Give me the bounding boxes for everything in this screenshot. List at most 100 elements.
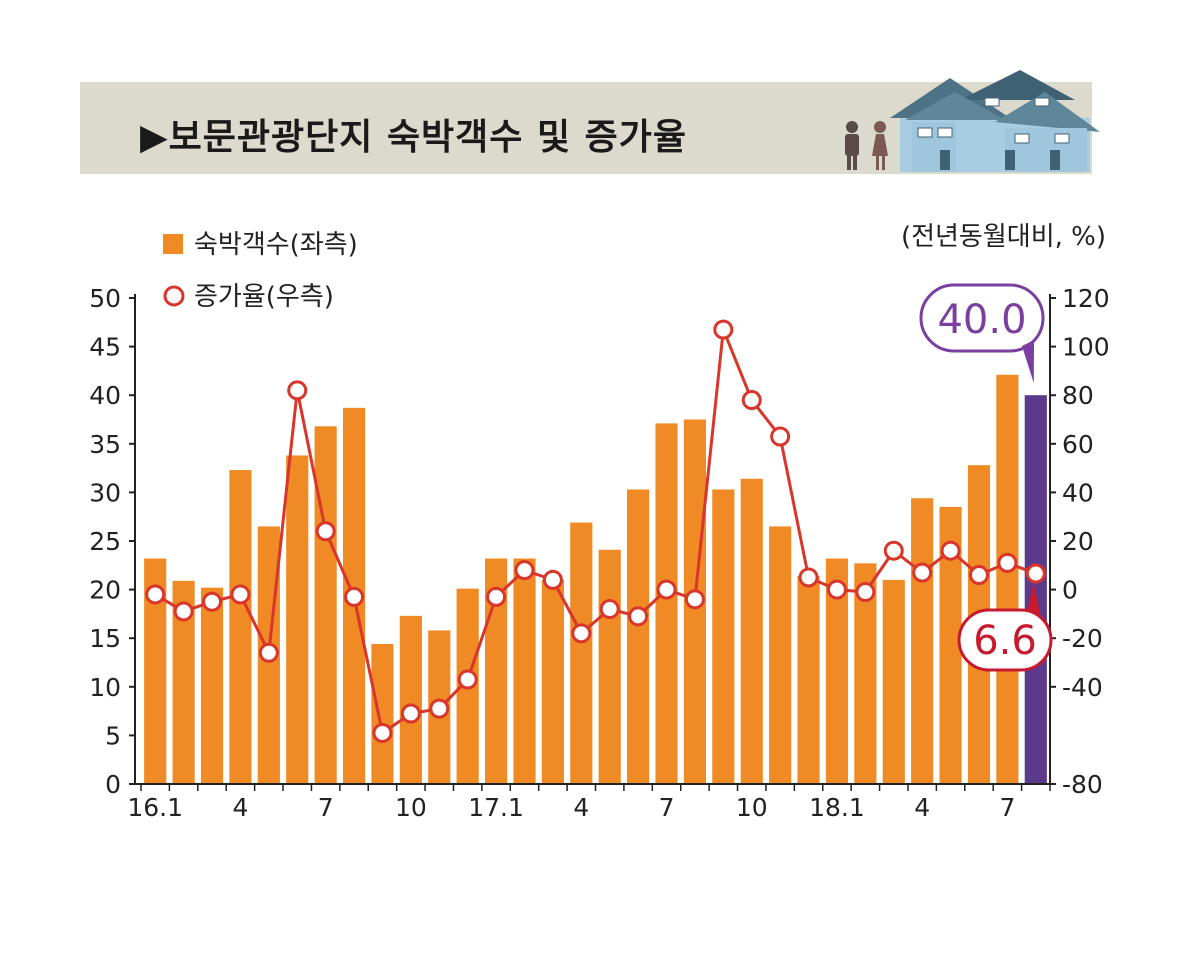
x-tick-label: 7 (318, 793, 334, 822)
growth-point (628, 606, 649, 627)
growth-point (429, 698, 450, 719)
bar (825, 558, 849, 784)
growth-point (741, 390, 762, 411)
right-tick-label: 0 (1062, 576, 1078, 605)
right-tick-label: -80 (1062, 770, 1103, 799)
growth-value-callout-text: 6.6 (973, 618, 1037, 664)
growth-point (826, 579, 847, 600)
growth-point (798, 567, 819, 588)
legend-bar-swatch (163, 234, 183, 254)
left-tick-label: 45 (89, 333, 121, 362)
legend-line-label: 증가율(우측) (194, 282, 334, 312)
right-tick-label: 40 (1062, 478, 1094, 507)
growth-point (542, 569, 563, 590)
growth-point (145, 584, 166, 605)
growth-point (713, 319, 734, 340)
growth-point (230, 584, 251, 605)
bar (740, 478, 763, 784)
growth-point (344, 586, 365, 607)
x-tick-label: 17.1 (468, 793, 524, 822)
growth-point (173, 601, 194, 622)
growth-point (457, 669, 478, 690)
bar (854, 563, 877, 784)
right-tick-label: 120 (1062, 284, 1110, 313)
bar (144, 558, 167, 784)
left-tick-label: 35 (89, 430, 121, 459)
bar (200, 587, 224, 784)
right-tick-label: -40 (1062, 673, 1103, 702)
bar (229, 470, 252, 784)
growth-point (514, 560, 535, 581)
houses-illustration (890, 70, 1100, 172)
growth-point (883, 540, 904, 561)
left-tick-label: 15 (89, 624, 121, 653)
x-tick-label: 7 (999, 793, 1015, 822)
callouts: 40.0 6.6 (919, 283, 1053, 672)
growth-value-callout-box (957, 608, 1053, 672)
x-tick-label: 4 (573, 793, 589, 822)
bar (1024, 395, 1047, 784)
left-tick-label: 10 (89, 673, 121, 702)
legend: 숙박객수(좌측) 증가율(우측) (163, 230, 358, 312)
growth-value-callout-pointer (1027, 582, 1041, 618)
growth-point (1025, 563, 1046, 584)
growth-point (968, 565, 989, 586)
left-tick-label: 20 (89, 576, 121, 605)
legend-line-marker (163, 285, 185, 307)
x-tick-label: 10 (736, 793, 768, 822)
left-tick-label: 5 (105, 721, 121, 750)
bar (286, 455, 309, 784)
growth-point (940, 540, 961, 561)
legend-bar-label: 숙박객수(좌측) (194, 230, 358, 260)
x-tick-label: 4 (914, 793, 930, 822)
bar (541, 579, 564, 784)
growth-point (258, 642, 279, 663)
bar (911, 498, 934, 784)
growth-point (770, 426, 791, 447)
growth-point (997, 552, 1018, 573)
right-tick-label: -20 (1062, 624, 1103, 653)
growth-point (855, 582, 876, 603)
bar (712, 489, 735, 784)
x-tick-label: 4 (232, 793, 248, 822)
line-series (145, 319, 1046, 743)
growth-point (684, 589, 705, 610)
bar-value-callout-text: 40.0 (937, 297, 1026, 343)
right-tick-label: 20 (1062, 527, 1094, 556)
bar (769, 526, 792, 784)
left-tick-label: 25 (89, 527, 121, 556)
growth-point (656, 579, 677, 600)
bar (655, 423, 678, 784)
x-tick-label: 16.1 (127, 793, 183, 822)
right-tick-label: 80 (1062, 381, 1094, 410)
bar-series (144, 374, 1047, 784)
bar (939, 506, 962, 784)
unit-note: (전년동월대비, %) (901, 222, 1106, 252)
left-tick-label: 0 (105, 770, 121, 799)
bar-value-callout-box (919, 283, 1045, 353)
people-illustration (845, 121, 888, 170)
bar (314, 426, 337, 784)
bar (797, 575, 820, 784)
left-tick-label: 50 (89, 284, 121, 313)
growth-point (571, 623, 592, 644)
growth-point (372, 722, 393, 743)
bar (627, 489, 650, 784)
x-tick-label: 7 (659, 793, 675, 822)
bar (371, 644, 394, 784)
bar (996, 374, 1019, 784)
chart-title: ▶보문관광단지 숙박객수 및 증가율 (140, 117, 687, 158)
left-tick-label: 40 (89, 381, 121, 410)
growth-point (202, 591, 223, 612)
bar (172, 580, 195, 784)
growth-point (912, 562, 933, 583)
bar (399, 615, 422, 784)
right-tick-label: 60 (1062, 430, 1094, 459)
bar (570, 522, 593, 784)
growth-point (315, 521, 336, 542)
growth-point (486, 586, 507, 607)
x-tick-label: 18.1 (809, 793, 865, 822)
growth-point (400, 703, 421, 724)
bar (513, 558, 536, 784)
